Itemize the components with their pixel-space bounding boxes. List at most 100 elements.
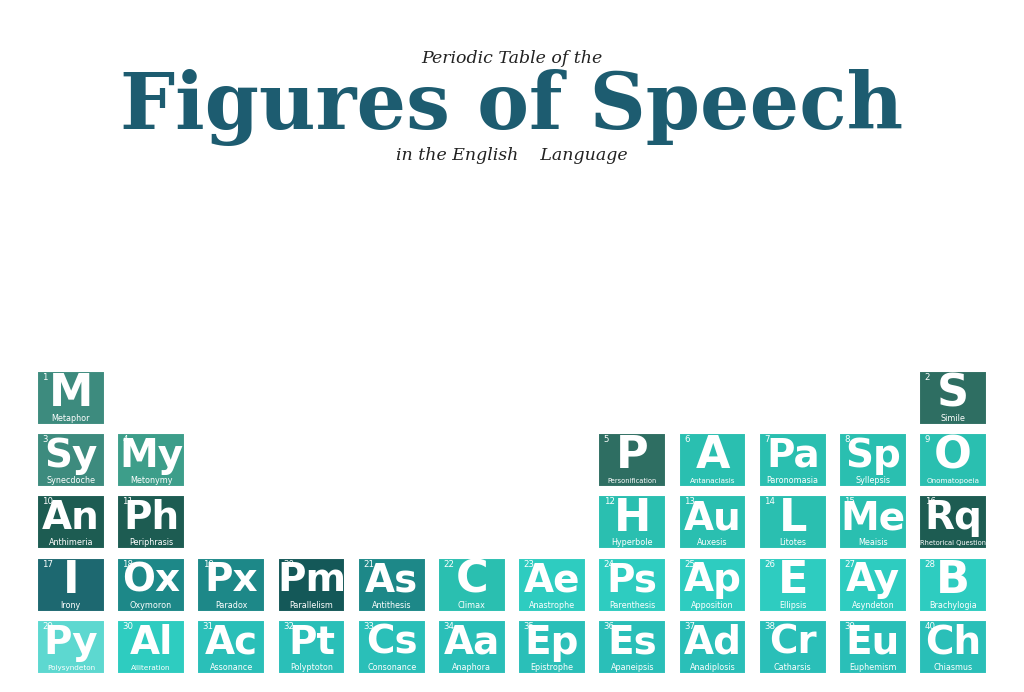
Bar <box>278 558 345 612</box>
Text: 9: 9 <box>925 435 930 444</box>
Bar <box>198 620 265 674</box>
Text: 2: 2 <box>925 373 930 382</box>
Text: Paradox: Paradox <box>215 601 248 610</box>
Bar <box>679 558 746 612</box>
Text: Polyptoton: Polyptoton <box>290 663 333 672</box>
Text: Pt: Pt <box>288 623 335 662</box>
Text: Metaphor: Metaphor <box>51 414 90 423</box>
Text: Apposition: Apposition <box>691 601 734 610</box>
Text: 40: 40 <box>925 622 936 631</box>
Text: Antanaclasis: Antanaclasis <box>690 477 735 484</box>
Text: Periodic Table of the: Periodic Table of the <box>421 51 603 67</box>
Bar <box>357 620 426 674</box>
Bar <box>839 620 907 674</box>
Text: 7: 7 <box>764 435 770 444</box>
Text: Ox: Ox <box>122 561 180 599</box>
Bar <box>759 433 826 487</box>
Text: Personification: Personification <box>607 477 657 484</box>
Text: 13: 13 <box>684 498 695 507</box>
Text: Ad: Ad <box>684 623 741 662</box>
Text: L: L <box>778 497 807 540</box>
Text: 27: 27 <box>845 560 855 569</box>
Text: Syllepsis: Syllepsis <box>855 476 891 485</box>
Text: P: P <box>616 435 648 477</box>
Text: 22: 22 <box>443 560 455 569</box>
Bar <box>37 495 104 549</box>
Text: 1: 1 <box>42 373 48 382</box>
Text: Anadiplosis: Anadiplosis <box>689 663 735 672</box>
Text: 26: 26 <box>764 560 775 569</box>
Text: Epistrophe: Epistrophe <box>530 663 573 672</box>
Text: C: C <box>456 559 488 602</box>
Text: Me: Me <box>841 499 905 537</box>
Text: My: My <box>119 437 183 475</box>
Text: 6: 6 <box>684 435 689 444</box>
Text: Anastrophe: Anastrophe <box>529 601 575 610</box>
Text: Asyndeton: Asyndeton <box>852 601 894 610</box>
Text: Climax: Climax <box>458 601 485 610</box>
Text: A: A <box>695 435 730 477</box>
Text: 18: 18 <box>123 560 133 569</box>
Text: Rq: Rq <box>925 499 982 537</box>
Text: Ps: Ps <box>607 561 657 599</box>
Bar <box>759 495 826 549</box>
Text: S: S <box>937 372 970 415</box>
Text: 10: 10 <box>42 498 53 507</box>
Text: Apaneipsis: Apaneipsis <box>610 663 654 672</box>
Text: 19: 19 <box>203 560 214 569</box>
Text: 35: 35 <box>523 622 535 631</box>
Bar <box>759 558 826 612</box>
Text: Ch: Ch <box>925 623 981 662</box>
Text: 16: 16 <box>925 498 936 507</box>
Text: 32: 32 <box>283 622 294 631</box>
Text: 28: 28 <box>925 560 936 569</box>
Text: Polysyndeton: Polysyndeton <box>47 664 95 671</box>
Bar <box>37 433 104 487</box>
Bar <box>839 433 907 487</box>
Text: Py: Py <box>43 623 98 662</box>
Text: 31: 31 <box>203 622 214 631</box>
Text: Auxesis: Auxesis <box>697 538 728 547</box>
Bar <box>278 620 345 674</box>
Text: Metonymy: Metonymy <box>130 476 172 485</box>
Text: in the English    Language: in the English Language <box>396 147 628 164</box>
Bar <box>598 558 667 612</box>
Bar <box>357 558 426 612</box>
Bar <box>920 558 987 612</box>
Text: Rhetorical Question: Rhetorical Question <box>921 540 986 546</box>
Text: 4: 4 <box>123 435 128 444</box>
Bar <box>37 620 104 674</box>
Text: 24: 24 <box>604 560 614 569</box>
Text: Euphemism: Euphemism <box>849 663 897 672</box>
Text: 34: 34 <box>443 622 455 631</box>
Text: 29: 29 <box>42 622 53 631</box>
Bar <box>839 558 907 612</box>
Text: Pa: Pa <box>766 437 819 475</box>
Text: Eu: Eu <box>846 623 900 662</box>
Bar <box>598 620 667 674</box>
Bar <box>679 433 746 487</box>
Text: M: M <box>48 372 93 415</box>
Text: 37: 37 <box>684 622 695 631</box>
Text: 38: 38 <box>764 622 775 631</box>
Text: O: O <box>934 435 972 477</box>
Text: Ep: Ep <box>525 623 580 662</box>
Text: Consonance: Consonance <box>367 663 417 672</box>
Text: 17: 17 <box>42 560 53 569</box>
Text: An: An <box>42 499 99 537</box>
Text: Parallelism: Parallelism <box>290 601 334 610</box>
Text: 39: 39 <box>845 622 855 631</box>
Text: 30: 30 <box>123 622 133 631</box>
Text: E: E <box>777 559 808 602</box>
Bar <box>920 620 987 674</box>
Bar <box>117 558 185 612</box>
Text: Figures of Speech: Figures of Speech <box>121 69 903 146</box>
Text: 8: 8 <box>845 435 850 444</box>
Text: 15: 15 <box>845 498 855 507</box>
Text: Pm: Pm <box>276 561 346 599</box>
Text: Cs: Cs <box>366 623 418 662</box>
Text: 25: 25 <box>684 560 695 569</box>
Bar <box>839 495 907 549</box>
Bar <box>679 495 746 549</box>
Text: Catharsis: Catharsis <box>774 663 812 672</box>
